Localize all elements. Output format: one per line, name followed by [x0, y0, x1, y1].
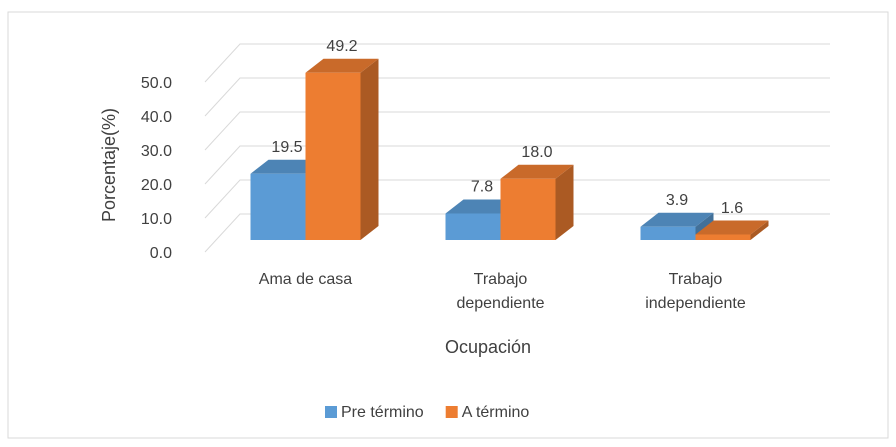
legend-swatch [325, 406, 337, 418]
x-tick-label: Trabajo dependiente [456, 271, 545, 312]
bar [640, 212, 714, 240]
y-tick-label: 50.0 [141, 75, 172, 92]
bar-top [500, 164, 574, 179]
legend-swatch [445, 406, 458, 418]
y-tick-label: 10.0 [141, 211, 172, 228]
y-axis-title: Porcentaje(%) [99, 108, 119, 222]
data-label: 3.9 [666, 192, 688, 209]
grid-line [204, 179, 830, 219]
x-tick-label: Trabajo independiente [645, 271, 746, 312]
y-tick-label: 0.0 [150, 245, 172, 262]
bar-top [305, 58, 379, 73]
bar-top [250, 159, 324, 174]
grid-line [204, 111, 830, 151]
bar-front [305, 72, 361, 240]
bar-front [500, 178, 556, 240]
legend-label: A término [462, 404, 530, 421]
bar [305, 58, 379, 240]
x-tick-label: Ama de casa [258, 271, 353, 288]
bar-side [750, 220, 769, 240]
y-tick-label: 20.0 [141, 177, 172, 194]
legend-label: Pre término [341, 404, 424, 421]
data-label: 19.5 [271, 139, 302, 156]
bar-top [695, 220, 769, 235]
x-axis-title: Ocupación [445, 337, 531, 357]
bar-front [640, 226, 696, 240]
grid-line [204, 43, 830, 83]
bar-side [360, 58, 379, 240]
data-label: 1.6 [721, 200, 743, 217]
grid-line [204, 77, 830, 117]
data-label: 18.0 [521, 144, 552, 161]
bar [500, 164, 574, 240]
grid-line [204, 145, 830, 185]
y-tick-label: 40.0 [141, 109, 172, 126]
data-label: 7.8 [471, 179, 493, 196]
bar-top [640, 212, 714, 227]
bar [695, 220, 769, 240]
data-label: 49.2 [326, 38, 357, 55]
bar-front [695, 234, 751, 240]
y-tick-label: 30.0 [141, 143, 172, 160]
bar-side [555, 164, 574, 240]
bar-front [250, 173, 306, 240]
bar-top [445, 199, 519, 214]
bar-front [445, 213, 501, 240]
grid-line [204, 213, 830, 253]
